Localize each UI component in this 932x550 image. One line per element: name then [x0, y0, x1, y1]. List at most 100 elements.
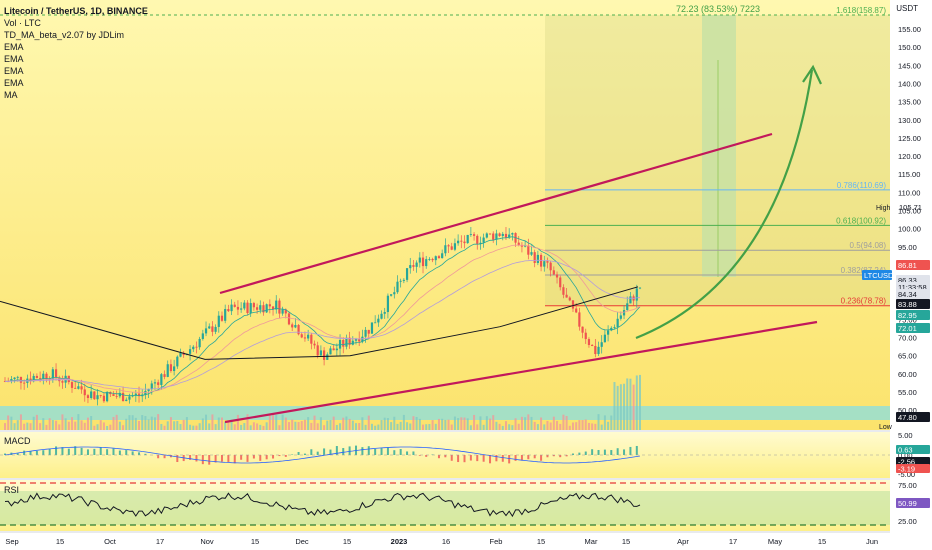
volume-bar: [112, 416, 115, 430]
indicator-volume[interactable]: Vol · LTC: [4, 18, 41, 28]
candle-body: [300, 334, 303, 338]
candle-body: [418, 257, 421, 263]
rsi-tag-text: 50.99: [898, 499, 917, 508]
candle-body: [220, 315, 224, 321]
candle-body: [281, 309, 284, 314]
candle-body: [153, 382, 157, 384]
macd-bar: [463, 455, 466, 463]
volume-bar: [425, 424, 428, 430]
forecast-arrow: [635, 69, 814, 340]
time-tick: 15: [537, 537, 545, 546]
volume-bar: [422, 424, 425, 430]
ema-line: [5, 244, 641, 394]
candle-body: [255, 307, 259, 310]
volume-bar: [176, 420, 179, 430]
macd-bar: [55, 446, 58, 455]
volume-bar: [431, 420, 434, 430]
candle-body: [23, 382, 26, 384]
candle-body: [121, 392, 125, 402]
candle-body: [457, 240, 460, 244]
macd-line: [4, 446, 641, 464]
macd-pane-label[interactable]: MACD: [4, 436, 31, 446]
volume-bar: [543, 424, 546, 430]
candle-body: [568, 297, 571, 301]
candle-body: [622, 310, 626, 316]
volume-bar: [463, 417, 466, 430]
volume-bar: [160, 423, 163, 430]
candle-body: [396, 281, 399, 293]
candle-body: [638, 287, 642, 289]
candle-body: [565, 294, 568, 298]
volume-bar: [189, 424, 192, 430]
price-tag-text: 86.33: [898, 276, 917, 285]
macd-bar: [571, 453, 574, 455]
volume-bar: [489, 418, 492, 430]
indicator-ema-2[interactable]: EMA: [4, 54, 24, 64]
volume-bar: [39, 423, 42, 430]
macd-bar: [74, 446, 77, 455]
volume-bar: [278, 425, 281, 430]
time-tick: 15: [251, 537, 259, 546]
volume-bar: [434, 423, 437, 430]
macd-bar: [214, 455, 217, 463]
volume-bar: [374, 425, 377, 430]
volume-bar: [380, 420, 383, 430]
volume-bar: [355, 423, 358, 430]
volume-bar: [10, 416, 13, 430]
macd-bar: [86, 449, 89, 455]
macd-bar: [316, 451, 319, 455]
rsi-pane-label[interactable]: RSI: [4, 485, 20, 495]
candle-body: [555, 274, 559, 278]
macd-tick: 0.00: [898, 451, 913, 460]
volume-bar: [128, 415, 131, 430]
candle-body: [581, 326, 584, 333]
volume-bar: [310, 422, 313, 430]
macd-bar: [272, 455, 275, 459]
volume-bar: [635, 375, 638, 430]
candle-body: [10, 379, 13, 382]
candle-body: [160, 374, 163, 385]
time-tick: Apr: [677, 537, 689, 546]
volume-bar: [591, 423, 594, 430]
volume-bar: [600, 424, 603, 430]
candle-body: [252, 303, 255, 308]
candle-body: [610, 327, 613, 331]
volume-bar: [485, 416, 488, 430]
volume-bar: [29, 423, 32, 430]
candle-body: [42, 373, 45, 379]
candle-body: [559, 277, 562, 288]
macd-bar: [482, 455, 485, 462]
volume-bar: [520, 416, 523, 430]
indicator-ma[interactable]: MA: [4, 90, 18, 100]
candle-body: [246, 302, 249, 314]
candle-body: [342, 339, 345, 347]
candle-body: [233, 304, 236, 307]
volume-bar: [262, 425, 265, 430]
indicator-ema-3[interactable]: EMA: [4, 66, 24, 76]
candle-body: [54, 369, 58, 378]
candle-body: [310, 334, 313, 344]
currency-label[interactable]: USDT: [896, 4, 918, 13]
symbol-title[interactable]: Litecoin / TetherUS, 1D, BINANCE: [4, 6, 148, 16]
volume-bar: [326, 420, 329, 430]
volume-bar: [259, 424, 262, 430]
indicator-ema-1[interactable]: EMA: [4, 42, 24, 52]
indicator-td-ma[interactable]: TD_MA_beta_v2.07 by JDLim: [4, 30, 125, 40]
time-tick: Mar: [585, 537, 598, 546]
volume-bar: [495, 421, 498, 430]
candle-body: [533, 252, 536, 263]
macd-bar: [386, 447, 389, 455]
rsi-tick: 75.00: [898, 481, 917, 490]
indicator-ema-4[interactable]: EMA: [4, 78, 24, 88]
candle-body: [265, 304, 268, 313]
macd-bar: [552, 455, 555, 457]
candle-body: [530, 252, 533, 255]
candle-body: [70, 382, 74, 388]
macd-bar: [335, 446, 338, 455]
candle-body: [488, 233, 492, 235]
volume-bar: [26, 422, 29, 430]
volume-bar: [45, 424, 48, 430]
candle-body: [597, 346, 600, 355]
